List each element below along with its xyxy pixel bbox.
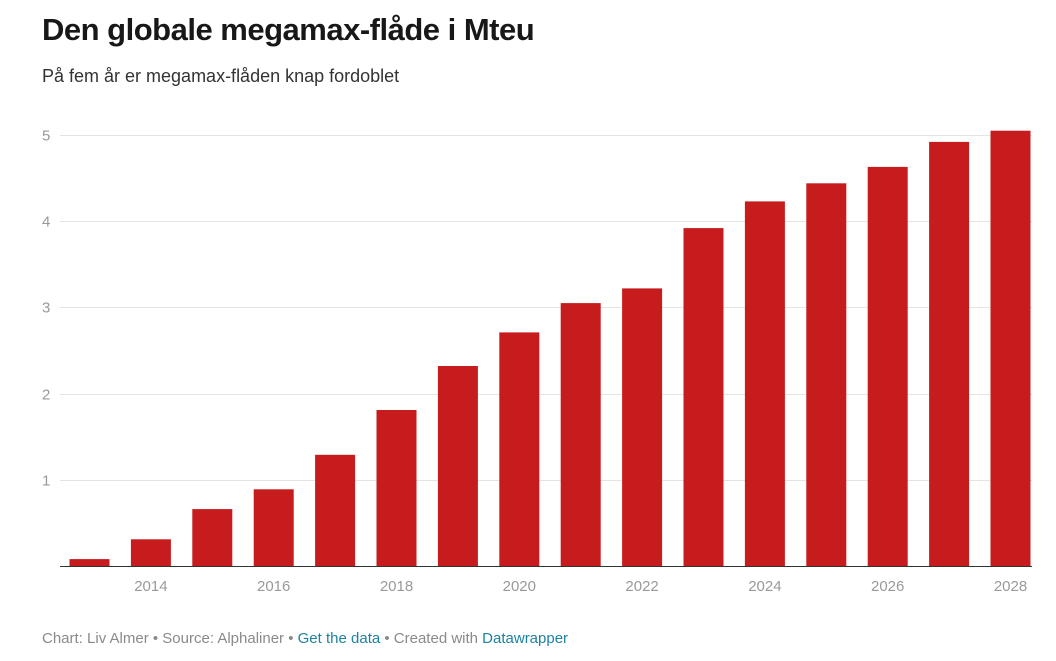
bar-2021	[560, 303, 601, 566]
y-tick-label: 3	[42, 300, 50, 317]
x-tick-label: 2020	[503, 578, 536, 595]
x-tick-label: 2028	[994, 578, 1027, 595]
y-tick-label: 2	[42, 387, 50, 404]
datawrapper-link[interactable]: Datawrapper	[482, 630, 569, 647]
x-tick-label: 2014	[134, 578, 167, 595]
bar-2013	[69, 559, 110, 566]
y-tick-label: 5	[42, 128, 50, 145]
bar-2028	[990, 130, 1031, 566]
chart-footer: Chart: Liv Almer • Source: Alphaliner • …	[42, 630, 568, 647]
bar-2017	[315, 454, 356, 566]
bar-2025	[806, 183, 847, 567]
bar-2023	[683, 228, 724, 566]
bar-chart: 1 2 3 4 5 2014 2016 2018 2020 2022 2024 2026 2028	[42, 128, 1032, 595]
bar-2020	[499, 332, 540, 566]
bar-2018	[376, 410, 417, 566]
bar-2019	[437, 366, 478, 566]
bar-2022	[622, 288, 663, 566]
x-tick-label: 2026	[871, 578, 904, 595]
x-tick-label: 2016	[257, 578, 290, 595]
bars	[69, 130, 1031, 567]
y-axis-labels: 1 2 3 4 5	[42, 128, 50, 490]
footer-separator: •	[284, 630, 298, 647]
y-tick-label: 4	[42, 214, 50, 231]
chart-source: Source: Alphaliner	[162, 630, 285, 647]
footer-separator: •	[148, 630, 163, 647]
bar-2024	[744, 201, 785, 566]
created-with-text: Created with	[393, 630, 483, 647]
x-tick-label: 2024	[748, 578, 781, 595]
bar-2014	[130, 539, 171, 566]
footer-separator: •	[380, 630, 394, 647]
chart-credit: Chart: Liv Almer	[42, 630, 149, 647]
chart-title: Den globale megamax-flåde i Mteu	[42, 12, 535, 47]
x-axis-labels: 2014 2016 2018 2020 2022 2024 2026 2028	[134, 578, 1027, 595]
bar-2016	[253, 489, 294, 566]
x-tick-label: 2022	[625, 578, 658, 595]
bar-2027	[929, 141, 970, 566]
get-the-data-link[interactable]: Get the data	[297, 630, 381, 647]
bar-2026	[867, 166, 908, 566]
y-tick-label: 1	[42, 473, 50, 490]
x-tick-label: 2018	[380, 578, 413, 595]
chart-subtitle: På fem år er megamax-flåden knap fordobl…	[42, 66, 400, 86]
bar-2015	[192, 509, 233, 566]
